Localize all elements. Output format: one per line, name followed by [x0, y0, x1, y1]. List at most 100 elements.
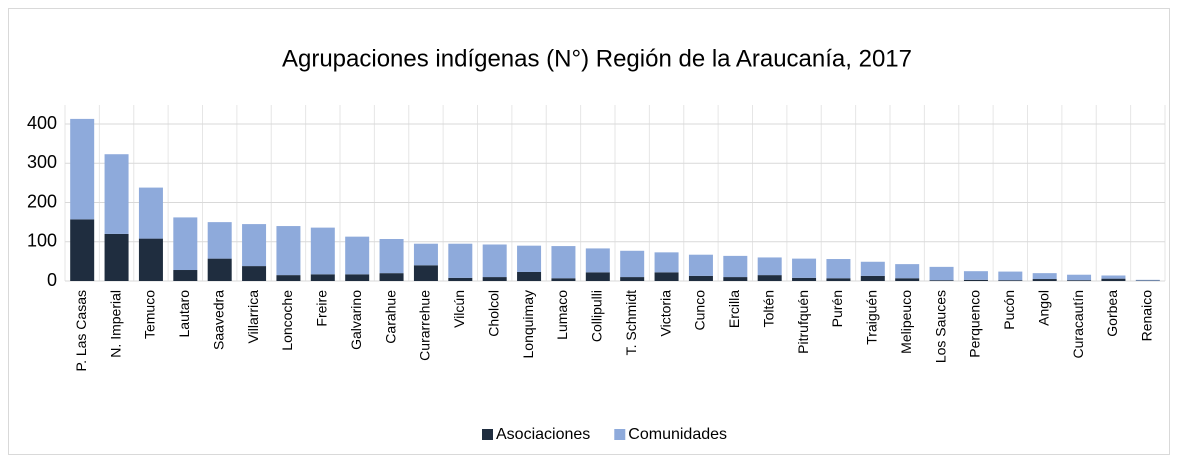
bar-segment: [414, 265, 438, 281]
y-tick-label: 400: [27, 113, 57, 133]
x-tick-label: Melipeuco: [898, 290, 914, 354]
x-tick-label: Pitrufquén: [795, 290, 811, 354]
x-tick-label: Victoria: [657, 290, 673, 337]
legend-label: Comunidades: [628, 426, 727, 443]
bar-segment: [620, 251, 644, 277]
bar-segment: [861, 276, 885, 281]
bar-segment: [689, 255, 713, 276]
x-tick-label: Traiguén: [864, 290, 880, 345]
legend-swatch: [482, 429, 493, 440]
x-tick-label: Lonquimay: [520, 290, 536, 359]
x-tick-label: Saavedra: [210, 290, 226, 350]
x-tick-label: Collipulli: [589, 290, 605, 342]
bar-segment: [826, 259, 850, 278]
bar-segment: [1067, 280, 1091, 281]
bar-segment: [517, 272, 541, 281]
bar-segment: [242, 224, 266, 266]
x-tick-label: Villarrica: [245, 290, 261, 344]
x-tick-label: Angol: [1035, 290, 1051, 326]
legend-label: Asociaciones: [496, 426, 590, 443]
x-tick-label: Toltén: [760, 290, 776, 327]
y-tick-label: 0: [47, 270, 57, 290]
bar-segment: [792, 259, 816, 278]
bar-segment: [448, 278, 472, 281]
bar-segment: [930, 280, 954, 281]
bar-segment: [242, 266, 266, 281]
bar-segment: [380, 273, 404, 281]
x-tick-label: Gorbea: [1104, 290, 1120, 337]
bar-segment: [139, 239, 163, 281]
bar-segment: [792, 278, 816, 281]
legend-swatch: [614, 429, 625, 440]
bar-segment: [655, 252, 679, 272]
x-tick-label: Pucón: [1001, 290, 1017, 330]
bar-segment: [517, 246, 541, 272]
x-tick-label: Loncoche: [279, 290, 295, 351]
bar-segment: [311, 274, 335, 281]
bar-segment: [826, 278, 850, 281]
x-tick-label: Perquenco: [967, 290, 983, 358]
x-tick-label: Galvarino: [348, 290, 364, 350]
bar-segment: [895, 264, 919, 278]
x-tick-label: Ercilla: [726, 290, 742, 328]
bar-segment: [311, 228, 335, 275]
bar-segment: [208, 222, 232, 259]
bar-segment: [1136, 280, 1160, 281]
bar-segment: [1101, 279, 1125, 281]
bar-segment: [1033, 279, 1057, 281]
bar-segment: [414, 244, 438, 266]
y-tick-label: 200: [27, 191, 57, 211]
bar-segment: [689, 276, 713, 281]
x-tick-label: Los Sauces: [932, 290, 948, 363]
x-tick-label: Renaico: [1139, 290, 1155, 342]
bar-segment: [1067, 275, 1091, 280]
x-tick-label: Freire: [314, 290, 330, 327]
bar-segment: [964, 271, 988, 280]
bar-segment: [998, 272, 1022, 281]
x-tick-label: Purén: [829, 290, 845, 327]
bar-segment: [551, 246, 575, 278]
bar-segment: [70, 119, 94, 219]
x-tick-label: Temuco: [142, 290, 158, 339]
bar-segment: [483, 244, 507, 277]
bar-segment: [964, 280, 988, 281]
bar-segment: [380, 239, 404, 273]
bar-segment: [655, 272, 679, 281]
bar-segment: [208, 259, 232, 281]
bar-segment: [620, 277, 644, 281]
x-tick-label: P. Las Casas: [73, 290, 89, 371]
bar-segment: [105, 234, 129, 281]
bar-segment: [448, 244, 472, 278]
bar-segment: [758, 257, 782, 275]
bar-segment: [276, 226, 300, 275]
bar-segment: [723, 256, 747, 277]
bar-segment: [998, 280, 1022, 281]
x-tick-label: Vilcún: [451, 290, 467, 328]
bar-segment: [723, 277, 747, 281]
bar-segment: [276, 275, 300, 281]
bar-segment: [173, 270, 197, 281]
bar-segment: [758, 275, 782, 281]
y-tick-label: 100: [27, 231, 57, 251]
bar-segment: [70, 219, 94, 281]
bar-segment: [105, 154, 129, 234]
y-tick-label: 300: [27, 152, 57, 172]
x-tick-label: Cunco: [692, 290, 708, 331]
chart-title: Agrupaciones indígenas (N°) Región de la…: [282, 45, 912, 72]
bar-segment: [173, 217, 197, 270]
x-tick-label: N. Imperial: [107, 290, 123, 358]
bar-segment: [551, 278, 575, 281]
bar-segment: [586, 272, 610, 281]
x-tick-label: Curacautín: [1070, 290, 1086, 358]
bar-segment: [861, 262, 885, 276]
bar-segment: [345, 274, 369, 281]
bar-segment: [930, 267, 954, 280]
x-tick-label: Carahue: [382, 290, 398, 344]
x-tick-label: Cholcol: [485, 290, 501, 337]
bar-segment: [1033, 273, 1057, 279]
bar-segment: [586, 248, 610, 272]
x-tick-label: T. Schmidt: [623, 290, 639, 355]
bar-segment: [139, 188, 163, 239]
bar-segment: [483, 277, 507, 281]
